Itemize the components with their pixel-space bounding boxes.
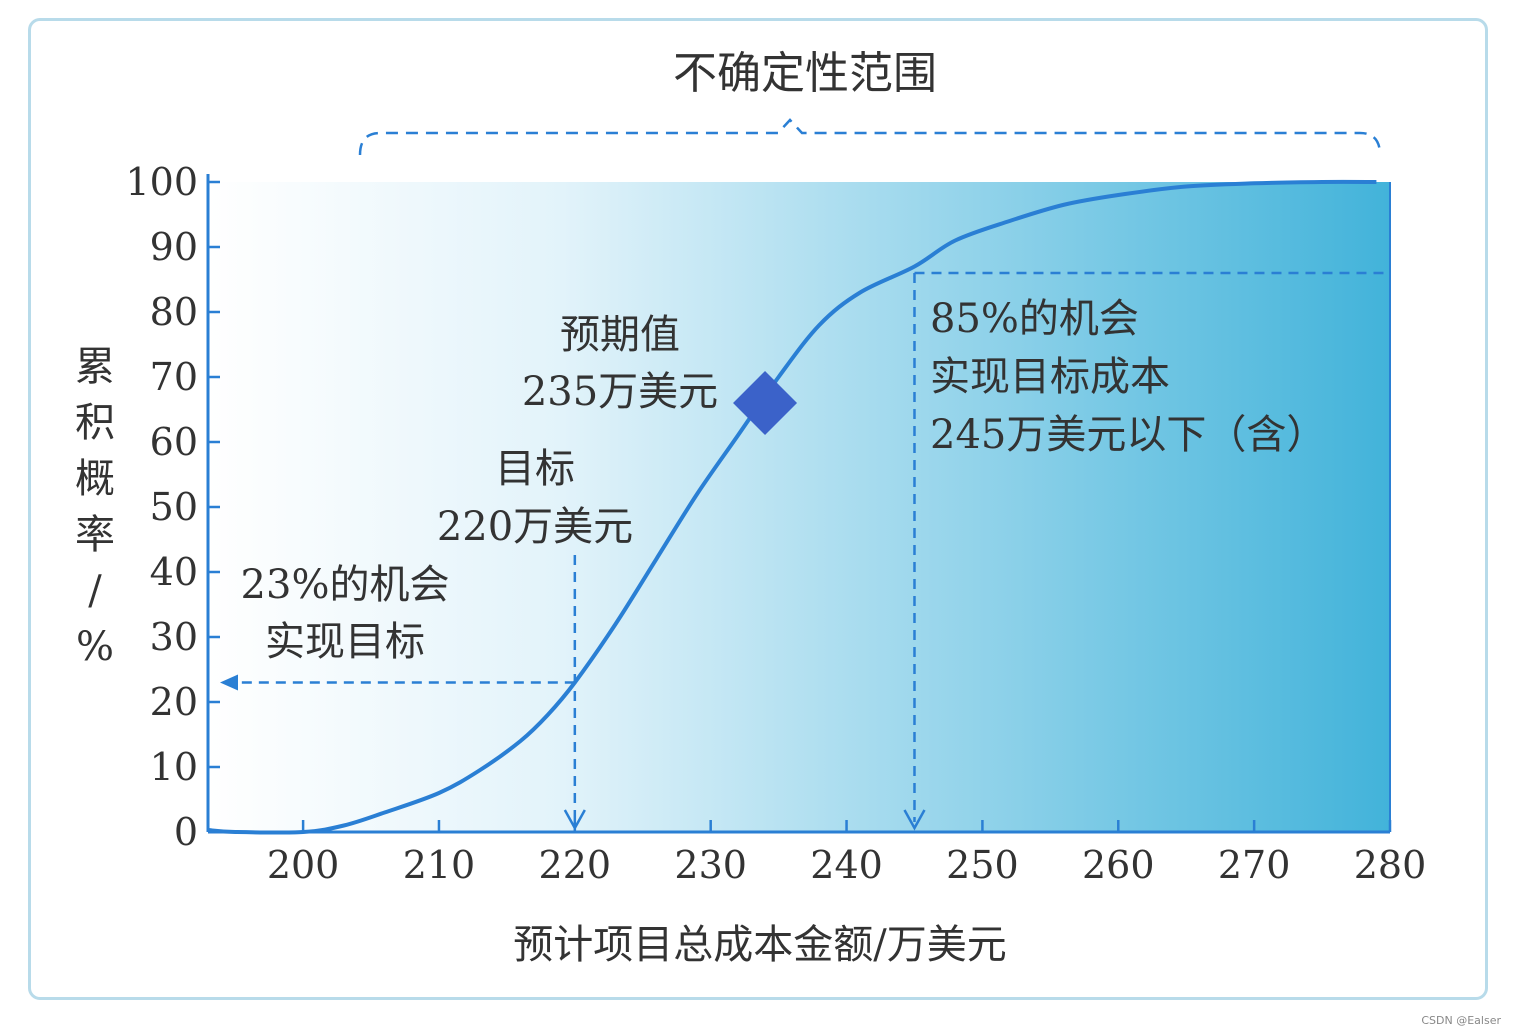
uncertainty-range-brace: [358, 118, 1382, 156]
target-arrow-down: [563, 809, 586, 831]
y-tick-label: 60: [150, 420, 198, 464]
expected-value-marker: [733, 371, 798, 435]
y-tick-label: 100: [125, 160, 198, 204]
p85-note-line2: 实现目标成本: [930, 354, 1170, 400]
y-tick-label: 90: [150, 225, 198, 269]
x-tick-label: 200: [267, 843, 340, 887]
y-tick-label: 70: [150, 355, 198, 399]
target-note-line2: 实现目标: [265, 619, 425, 665]
y-tick-label: 80: [150, 290, 198, 334]
figure-frame: [28, 18, 1488, 1000]
x-tick-label: 210: [403, 843, 476, 887]
y-axis-label: 累积概率/%: [75, 344, 115, 670]
y-tick-label: 20: [150, 680, 198, 724]
p85-note-line3: 245万美元以下（含）: [930, 412, 1326, 458]
x-tick-label: 270: [1218, 843, 1291, 887]
x-axis-label: 预计项目总成本金额/万美元: [513, 922, 1006, 968]
x-tick-label: 220: [539, 843, 612, 887]
target-note-line1: 23%的机会: [241, 562, 450, 608]
target-label-line2: 220万美元: [437, 504, 633, 550]
expected-label-line2: 235万美元: [522, 369, 718, 415]
y-tick-label: 50: [150, 485, 198, 529]
chart-title: 不确定性范围: [673, 48, 937, 99]
cumulative-curve: [207, 179, 1377, 835]
target-label-line1: 目标: [495, 446, 575, 492]
p85-arrow-down: [903, 809, 926, 831]
y-tick-label: 30: [150, 615, 198, 659]
y-tick-label: 40: [150, 550, 198, 594]
p85-note-line1: 85%的机会: [930, 296, 1139, 342]
watermark: CSDN @Ealser: [1421, 1014, 1501, 1027]
y-tick-label: 10: [150, 745, 198, 789]
target-arrow-left: [220, 674, 238, 691]
y-tick-label: 0: [174, 810, 198, 854]
expected-label-line1: 预期值: [560, 312, 680, 358]
x-tick-label: 230: [674, 843, 747, 887]
x-tick-label: 280: [1354, 843, 1427, 887]
x-tick-label: 260: [1082, 843, 1155, 887]
plot-background: [208, 182, 1390, 832]
x-tick-label: 240: [810, 843, 883, 887]
x-tick-label: 250: [946, 843, 1019, 887]
